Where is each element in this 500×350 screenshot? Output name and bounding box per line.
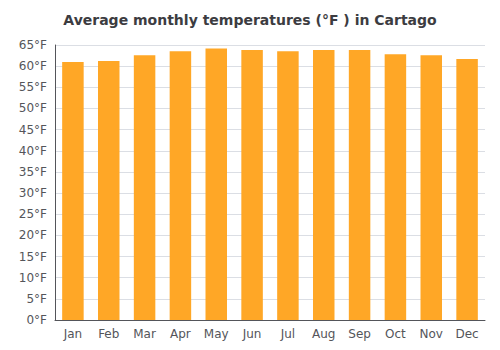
svg-text:Mar: Mar	[133, 327, 156, 341]
svg-text:25°F: 25°F	[19, 207, 47, 221]
svg-text:Jun: Jun	[242, 327, 262, 341]
svg-text:Average monthly temperatures (: Average monthly temperatures (°F ) in Ca…	[63, 12, 437, 28]
svg-text:Jul: Jul	[280, 327, 295, 341]
svg-text:Sep: Sep	[348, 327, 371, 341]
svg-text:Oct: Oct	[385, 327, 406, 341]
svg-text:40°F: 40°F	[19, 144, 47, 158]
svg-text:Dec: Dec	[455, 327, 478, 341]
svg-text:55°F: 55°F	[19, 80, 47, 94]
svg-text:35°F: 35°F	[19, 165, 47, 179]
svg-text:5°F: 5°F	[26, 292, 47, 306]
svg-text:0°F: 0°F	[26, 313, 47, 327]
svg-text:Apr: Apr	[170, 327, 191, 341]
svg-text:10°F: 10°F	[19, 271, 47, 285]
svg-text:Nov: Nov	[420, 327, 443, 341]
svg-text:15°F: 15°F	[19, 250, 47, 264]
svg-text:20°F: 20°F	[19, 228, 47, 242]
svg-text:45°F: 45°F	[19, 123, 47, 137]
svg-text:Jan: Jan	[63, 327, 83, 341]
svg-text:Aug: Aug	[312, 327, 335, 341]
svg-text:30°F: 30°F	[19, 186, 47, 200]
svg-text:May: May	[204, 327, 229, 341]
svg-text:50°F: 50°F	[19, 101, 47, 115]
svg-text:60°F: 60°F	[19, 59, 47, 73]
svg-text:Feb: Feb	[98, 327, 119, 341]
svg-text:65°F: 65°F	[19, 38, 47, 52]
